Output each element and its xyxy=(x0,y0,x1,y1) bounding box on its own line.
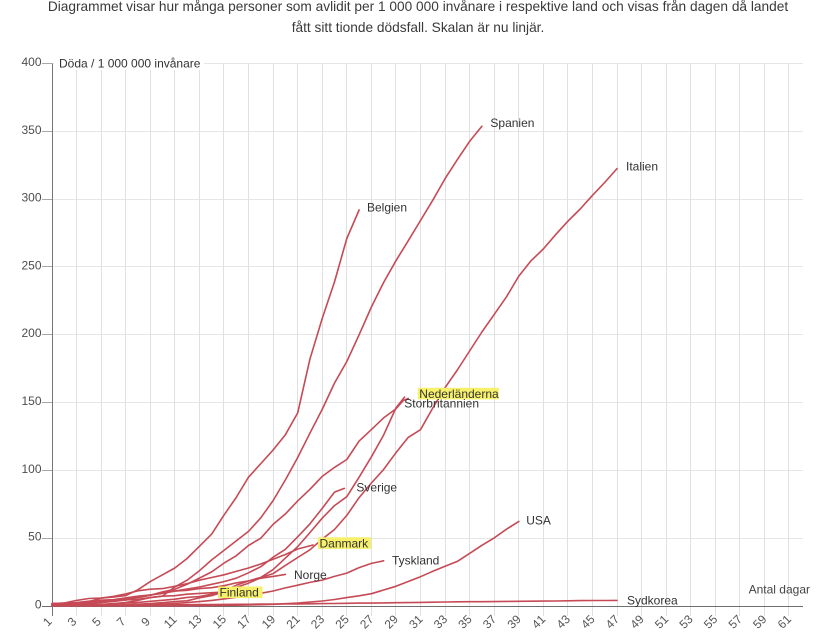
svg-text:25: 25 xyxy=(333,612,353,632)
svg-text:39: 39 xyxy=(505,612,525,632)
svg-text:100: 100 xyxy=(21,462,41,476)
svg-text:Nederländerna: Nederländerna xyxy=(419,387,499,401)
svg-text:33: 33 xyxy=(431,612,451,632)
svg-text:Finland: Finland xyxy=(220,586,259,600)
svg-text:31: 31 xyxy=(406,612,426,632)
svg-text:Tyskland: Tyskland xyxy=(392,553,439,567)
svg-text:35: 35 xyxy=(455,612,475,632)
svg-text:400: 400 xyxy=(21,55,41,69)
svg-text:13: 13 xyxy=(185,612,205,632)
svg-text:55: 55 xyxy=(701,612,721,632)
svg-text:3: 3 xyxy=(65,614,80,629)
svg-text:Norge: Norge xyxy=(294,568,327,582)
svg-text:Belgien: Belgien xyxy=(367,200,407,214)
svg-text:11: 11 xyxy=(161,612,180,631)
svg-text:Antal dagar: Antal dagar xyxy=(749,582,810,596)
svg-text:Danmark: Danmark xyxy=(320,536,370,550)
svg-text:5: 5 xyxy=(89,614,104,629)
svg-text:17: 17 xyxy=(234,612,254,632)
svg-text:19: 19 xyxy=(259,612,279,632)
svg-text:61: 61 xyxy=(775,612,795,632)
svg-text:1: 1 xyxy=(40,614,55,629)
svg-text:37: 37 xyxy=(480,612,500,632)
svg-text:27: 27 xyxy=(357,612,377,632)
svg-text:45: 45 xyxy=(578,612,598,632)
svg-text:Döda / 1 000 000 invånare: Döda / 1 000 000 invånare xyxy=(59,57,201,71)
svg-text:9: 9 xyxy=(138,614,153,629)
svg-text:Sydkorea: Sydkorea xyxy=(627,593,678,607)
svg-text:57: 57 xyxy=(726,612,746,632)
svg-text:200: 200 xyxy=(21,326,41,340)
svg-text:21: 21 xyxy=(283,612,303,632)
svg-text:23: 23 xyxy=(308,612,328,632)
svg-text:47: 47 xyxy=(603,612,623,632)
svg-text:0: 0 xyxy=(35,598,42,612)
svg-text:300: 300 xyxy=(21,191,41,205)
svg-text:59: 59 xyxy=(750,612,770,632)
svg-text:50: 50 xyxy=(28,530,42,544)
svg-text:Storbritannien: Storbritannien xyxy=(404,396,479,410)
svg-text:350: 350 xyxy=(21,123,41,137)
svg-text:250: 250 xyxy=(21,258,41,272)
svg-text:Italien: Italien xyxy=(626,159,658,173)
svg-text:7: 7 xyxy=(114,614,129,629)
svg-text:43: 43 xyxy=(554,612,574,632)
svg-text:51: 51 xyxy=(652,612,672,632)
svg-text:41: 41 xyxy=(529,612,549,632)
svg-text:Spanien: Spanien xyxy=(490,116,534,130)
svg-text:49: 49 xyxy=(627,612,647,632)
svg-text:USA: USA xyxy=(526,513,551,527)
svg-text:15: 15 xyxy=(210,612,230,632)
svg-text:Sverige: Sverige xyxy=(356,480,397,494)
svg-text:29: 29 xyxy=(382,612,402,632)
svg-text:150: 150 xyxy=(21,394,41,408)
svg-text:53: 53 xyxy=(676,612,696,632)
